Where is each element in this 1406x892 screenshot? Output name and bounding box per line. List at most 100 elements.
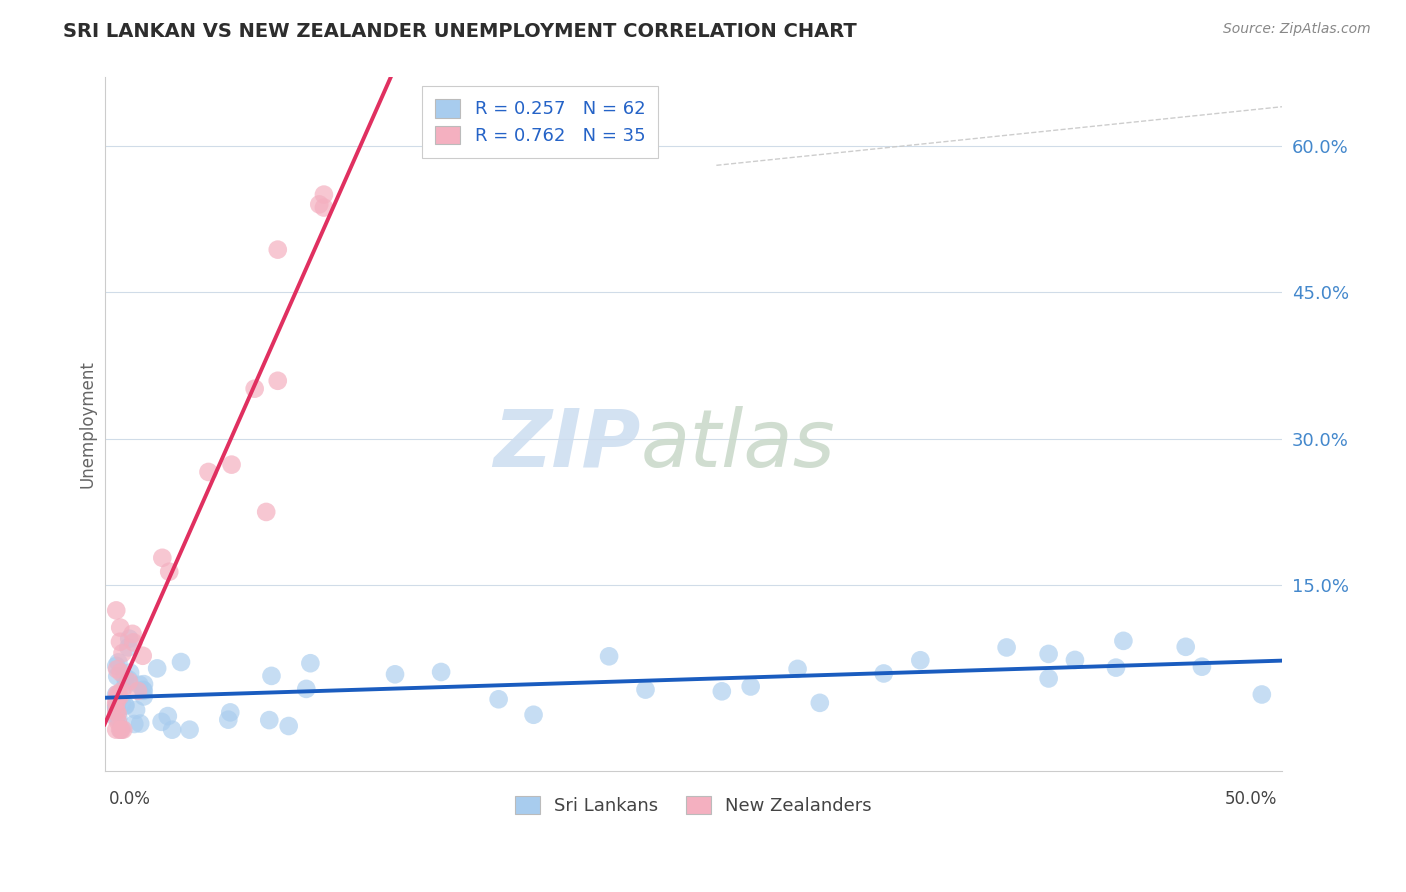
Point: [110, 723, 132, 737]
Point: [121, 627, 143, 641]
Point: [114, 678, 136, 692]
Point: [150, 714, 173, 729]
Y-axis label: Unemployment: Unemployment: [79, 360, 96, 488]
Point: [295, 681, 318, 696]
Point: [873, 666, 896, 681]
Point: [1174, 640, 1197, 654]
Point: [132, 690, 155, 704]
Point: [117, 640, 139, 655]
Point: [150, 550, 173, 565]
Point: [114, 698, 136, 713]
Point: [110, 665, 132, 680]
Point: [105, 723, 128, 737]
Point: [111, 684, 134, 698]
Point: [105, 694, 128, 708]
Point: [105, 704, 128, 718]
Point: [221, 458, 243, 472]
Text: ZIP: ZIP: [494, 406, 640, 483]
Point: [108, 723, 131, 737]
Point: [105, 688, 128, 702]
Text: 0.0%: 0.0%: [110, 790, 150, 808]
Point: [488, 692, 510, 706]
Point: [105, 700, 128, 714]
Point: [217, 713, 239, 727]
Point: [1250, 688, 1272, 702]
Point: [128, 678, 150, 692]
Point: [105, 687, 128, 701]
Point: [105, 704, 128, 718]
Point: [122, 635, 145, 649]
Point: [995, 640, 1018, 655]
Point: [197, 465, 219, 479]
Point: [260, 669, 283, 683]
Point: [710, 684, 733, 698]
Point: [105, 603, 128, 617]
Point: [114, 670, 136, 684]
Point: [107, 710, 129, 724]
Point: [786, 662, 808, 676]
Point: [160, 723, 183, 737]
Point: [1038, 647, 1060, 661]
Point: [598, 649, 620, 664]
Point: [634, 682, 657, 697]
Point: [118, 632, 141, 646]
Point: [312, 187, 335, 202]
Point: [114, 698, 136, 713]
Point: [107, 656, 129, 670]
Point: [132, 648, 155, 663]
Point: [110, 723, 132, 737]
Point: [170, 655, 193, 669]
Point: [105, 662, 128, 676]
Point: [267, 374, 290, 388]
Point: [129, 716, 152, 731]
Point: [105, 711, 128, 725]
Point: [156, 709, 179, 723]
Point: [105, 699, 128, 714]
Point: [179, 723, 201, 737]
Point: [910, 653, 932, 667]
Point: [1064, 653, 1087, 667]
Point: [132, 677, 155, 691]
Point: [127, 684, 149, 698]
Point: [740, 680, 762, 694]
Point: [107, 706, 129, 721]
Point: [1105, 660, 1128, 674]
Point: [243, 382, 266, 396]
Point: [1038, 672, 1060, 686]
Point: [808, 696, 831, 710]
Point: [259, 713, 281, 727]
Point: [112, 723, 135, 737]
Point: [117, 673, 139, 687]
Point: [111, 697, 134, 711]
Point: [107, 688, 129, 702]
Point: [254, 505, 277, 519]
Point: [157, 565, 180, 579]
Point: [430, 665, 453, 679]
Point: [1191, 659, 1213, 673]
Point: [132, 682, 155, 697]
Point: [132, 683, 155, 698]
Point: [125, 703, 148, 717]
Point: [146, 661, 169, 675]
Point: [312, 201, 335, 215]
Point: [124, 717, 146, 731]
Point: [107, 714, 129, 729]
Point: [299, 657, 322, 671]
Point: [105, 658, 128, 673]
Point: [108, 634, 131, 648]
Point: [105, 697, 128, 711]
Point: [105, 669, 128, 683]
Point: [522, 707, 544, 722]
Point: [120, 665, 142, 680]
Text: atlas: atlas: [640, 406, 835, 483]
Point: [110, 621, 132, 635]
Point: [107, 695, 129, 709]
Point: [267, 243, 290, 257]
Text: Source: ZipAtlas.com: Source: ZipAtlas.com: [1223, 22, 1371, 37]
Point: [277, 719, 299, 733]
Point: [118, 674, 141, 689]
Point: [1112, 633, 1135, 648]
Point: [308, 197, 330, 211]
Text: SRI LANKAN VS NEW ZEALANDER UNEMPLOYMENT CORRELATION CHART: SRI LANKAN VS NEW ZEALANDER UNEMPLOYMENT…: [63, 22, 858, 41]
Point: [108, 690, 131, 704]
